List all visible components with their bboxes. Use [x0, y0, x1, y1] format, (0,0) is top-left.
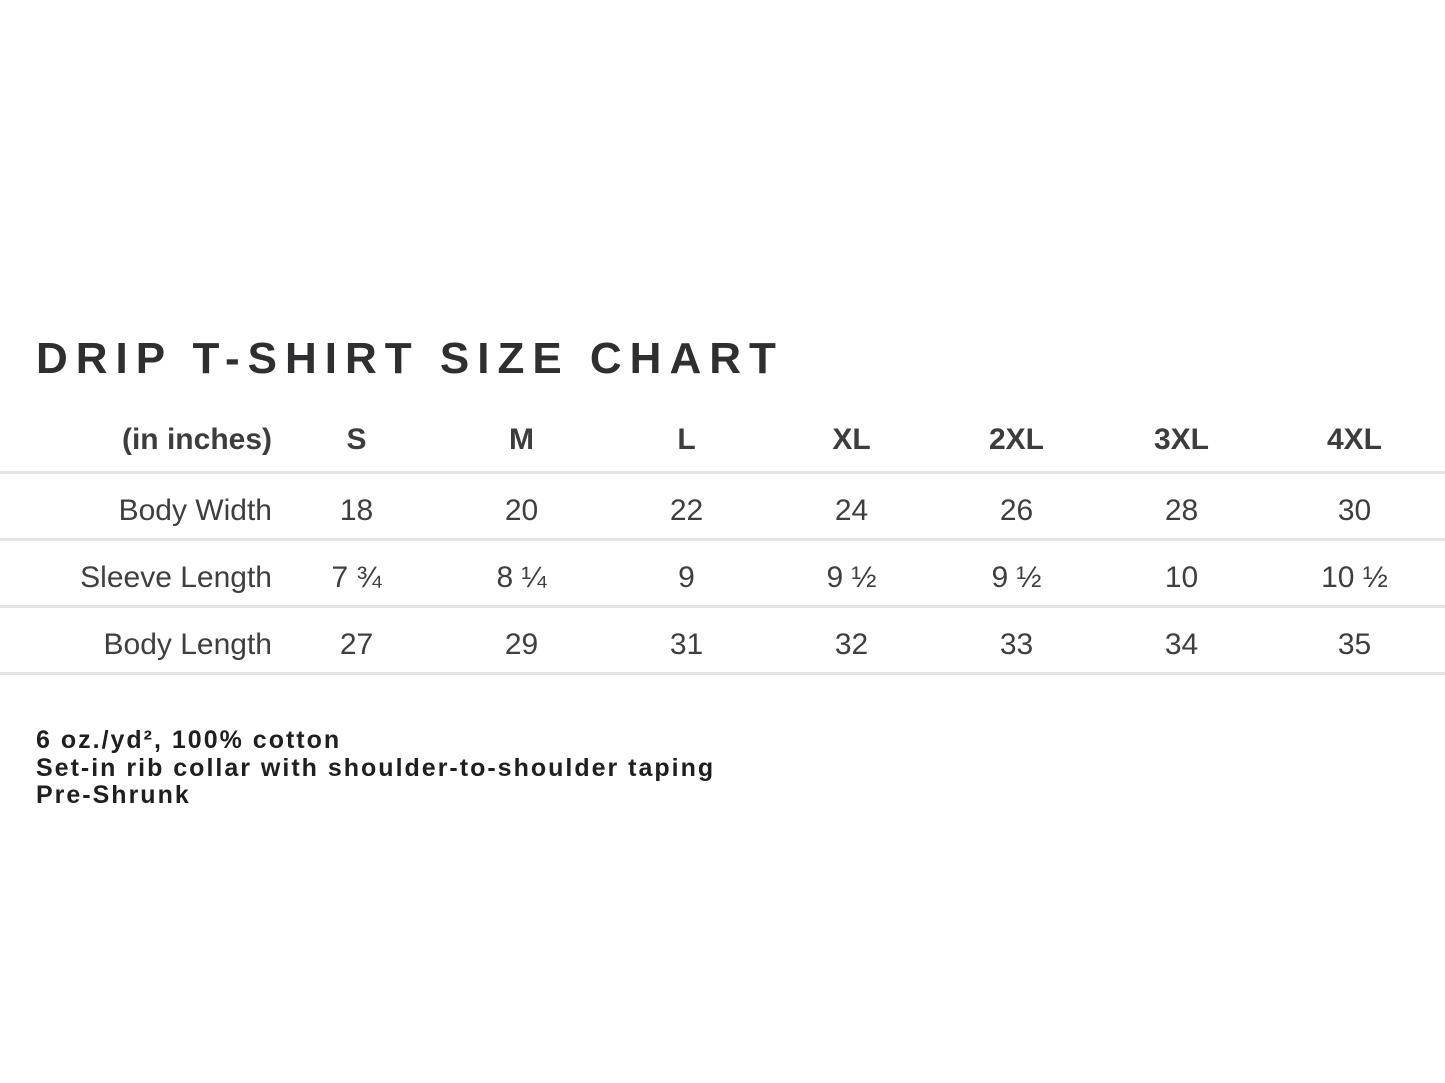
- product-notes: 6 oz./yd², 100% cotton Set-in rib collar…: [36, 726, 716, 810]
- note-preshrunk: Pre-Shrunk: [36, 781, 191, 809]
- col-header-2xl: 2XL: [988, 423, 1045, 457]
- col-header-3xl: 3XL: [1153, 423, 1210, 457]
- cell: 24: [834, 493, 869, 527]
- cell: 20: [504, 493, 539, 527]
- cell: 22: [669, 493, 704, 527]
- table-row-sleeve-length: Sleeve Length 7 ¾ 8 ¼ 9 9 ½ 9 ½ 10 10 ½: [0, 539, 1445, 606]
- cell: 7 ¾: [331, 560, 382, 594]
- cell: 26: [999, 493, 1034, 527]
- note-collar: Set-in rib collar with shoulder-to-shoul…: [36, 753, 716, 782]
- cell: 9 ½: [991, 560, 1042, 594]
- row-label: Body Width: [118, 493, 272, 527]
- col-header-l: L: [677, 423, 696, 457]
- col-header-4xl: 4XL: [1326, 423, 1383, 457]
- cell: 33: [999, 627, 1034, 661]
- cell: 18: [339, 493, 374, 527]
- cell: 31: [669, 627, 704, 661]
- cell: 10 ½: [1321, 560, 1388, 594]
- cell: 35: [1337, 627, 1372, 661]
- note-fabric: 6 oz./yd², 100% cotton: [36, 726, 342, 754]
- size-chart-table: (in inches) S M L XL 2XL 3XL 4XL Body Wi…: [0, 410, 1445, 675]
- row-label: Body Length: [103, 627, 272, 661]
- cell: 29: [504, 627, 539, 661]
- cell: 9 ½: [826, 560, 877, 594]
- cell: 34: [1164, 627, 1199, 661]
- cell: 8 ¼: [496, 560, 547, 594]
- row-label: Sleeve Length: [80, 560, 272, 594]
- cell: 9: [678, 560, 695, 594]
- cell: 32: [834, 627, 869, 661]
- unit-header: (in inches): [121, 423, 272, 457]
- cell: 27: [339, 627, 374, 661]
- col-header-s: S: [346, 423, 367, 457]
- page-title: DRIP T-SHIRT SIZE CHART: [36, 334, 784, 383]
- table-row-body-width: Body Width 18 20 22 24 26 28 30: [0, 472, 1445, 539]
- cell: 28: [1164, 493, 1199, 527]
- table-header-row: (in inches) S M L XL 2XL 3XL 4XL: [0, 410, 1445, 472]
- table-row-body-length: Body Length 27 29 31 32 33 34 35: [0, 606, 1445, 673]
- col-header-xl: XL: [832, 423, 871, 457]
- col-header-m: M: [509, 423, 534, 457]
- cell: 30: [1337, 493, 1372, 527]
- cell: 10: [1164, 560, 1199, 594]
